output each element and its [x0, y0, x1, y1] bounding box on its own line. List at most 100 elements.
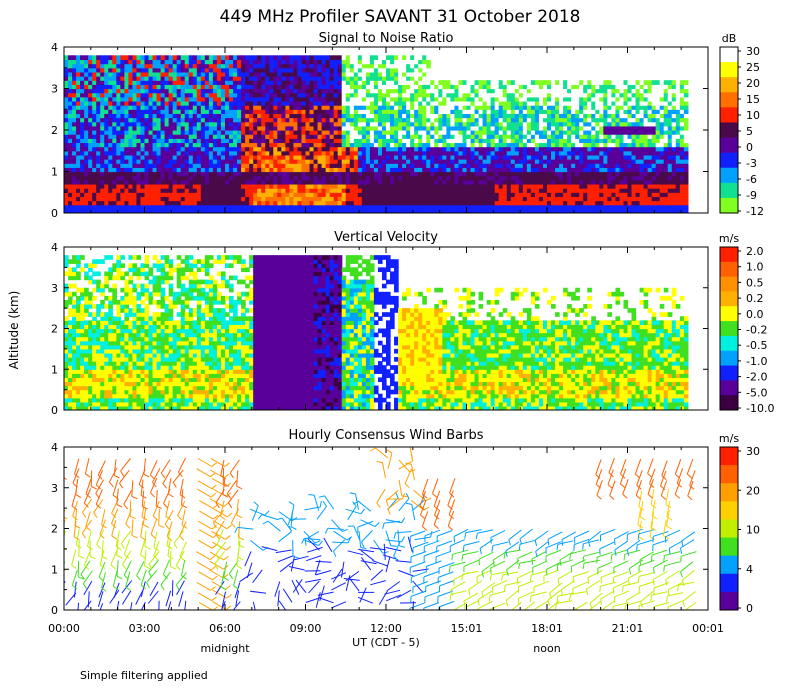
snr-cell — [249, 88, 254, 94]
snr-cell — [430, 80, 435, 85]
snr-cell — [402, 55, 407, 61]
snr-cell — [510, 179, 516, 185]
snr-cell — [381, 63, 387, 69]
snr-cell — [450, 171, 456, 177]
snr-cell — [571, 130, 576, 135]
snr-cell — [615, 183, 621, 189]
snr-cell — [478, 163, 484, 168]
snr-cell — [84, 105, 89, 110]
snr-cell — [381, 167, 387, 173]
snr-cell — [490, 163, 496, 168]
snr-cell — [220, 100, 226, 106]
snr-cell — [144, 84, 150, 90]
snr-cell — [514, 159, 520, 164]
snr-cell — [257, 200, 262, 206]
snr-cell — [116, 171, 121, 177]
snr-cell — [156, 113, 162, 119]
snr-cell — [402, 188, 407, 193]
snr-cell — [434, 159, 439, 164]
snr-cell — [196, 204, 202, 210]
snr-cell — [104, 183, 109, 189]
snr-cell — [458, 204, 464, 210]
snr-cell — [212, 67, 218, 73]
snr-cell — [285, 117, 291, 123]
snr-cell — [104, 159, 109, 164]
snr-cell — [241, 59, 246, 65]
snr-cell — [583, 200, 588, 206]
snr-cell — [402, 117, 407, 123]
snr-cell — [245, 159, 250, 164]
snr-cell — [168, 63, 174, 69]
snr-cell — [317, 150, 323, 156]
snr-cell — [522, 200, 528, 206]
snr-cell — [72, 146, 77, 152]
snr-cell — [305, 134, 311, 139]
snr-cell — [305, 130, 311, 135]
snr-cell — [325, 159, 331, 164]
snr-cell — [381, 100, 387, 106]
snr-cell — [317, 92, 323, 98]
snr-cell — [442, 183, 447, 189]
snr-cell — [369, 88, 375, 94]
snr-cell — [196, 92, 202, 98]
snr-cell — [309, 134, 315, 139]
snr-cell — [579, 196, 584, 202]
snr-cell — [233, 134, 238, 139]
snr-cell — [192, 188, 198, 193]
snr-cell — [100, 96, 105, 102]
snr-cell — [212, 175, 218, 181]
snr-cell — [430, 113, 435, 119]
snr-cell — [241, 163, 246, 168]
snr-cell — [345, 163, 351, 168]
snr-cell — [567, 192, 572, 197]
snr-cell — [249, 67, 254, 73]
snr-cell — [225, 109, 230, 114]
snr-cell — [591, 138, 596, 144]
snr-cell — [64, 204, 69, 210]
snr-cell — [494, 163, 500, 168]
snr-cell — [208, 134, 214, 139]
snr-cell — [220, 88, 226, 94]
snr-cell — [136, 67, 142, 73]
snr-cell — [530, 109, 536, 114]
snr-cell — [470, 113, 476, 119]
snr-cell — [603, 179, 608, 185]
snr-cell — [148, 159, 154, 164]
snr-cell — [253, 208, 258, 213]
snr-cell — [341, 84, 347, 90]
snr-cell — [579, 179, 584, 185]
snr-cell — [446, 146, 452, 152]
snr-cell — [305, 80, 311, 85]
snr-cell — [124, 100, 130, 106]
snr-cell — [611, 150, 617, 156]
snr-cell — [220, 204, 226, 210]
snr-cell — [132, 159, 138, 164]
snr-cell — [196, 117, 202, 123]
snr-cell — [426, 138, 431, 144]
snr-cell — [140, 204, 146, 210]
snr-cell — [148, 59, 154, 65]
snr-cell — [390, 134, 395, 139]
snr-cell — [341, 67, 347, 73]
snr-cell — [498, 109, 504, 114]
snr-cell — [599, 163, 604, 168]
snr-cell — [559, 167, 564, 173]
snr-cell — [261, 130, 266, 135]
snr-cell — [390, 192, 395, 197]
snr-cell — [506, 188, 512, 193]
snr-cell — [341, 130, 347, 135]
snr-cell — [64, 117, 69, 123]
snr-cell — [156, 96, 162, 102]
snr-cell — [591, 175, 596, 181]
snr-cell — [410, 88, 415, 94]
snr-cell — [337, 113, 343, 119]
snr-cell — [72, 92, 77, 98]
snr-cell — [526, 171, 532, 177]
snr-cell — [128, 204, 134, 210]
snr-cell — [253, 159, 258, 164]
snr-cell — [587, 109, 592, 114]
snr-cell — [120, 183, 125, 189]
snr-cell — [410, 192, 415, 197]
snr-cell — [369, 134, 375, 139]
snr-cell — [329, 100, 335, 106]
